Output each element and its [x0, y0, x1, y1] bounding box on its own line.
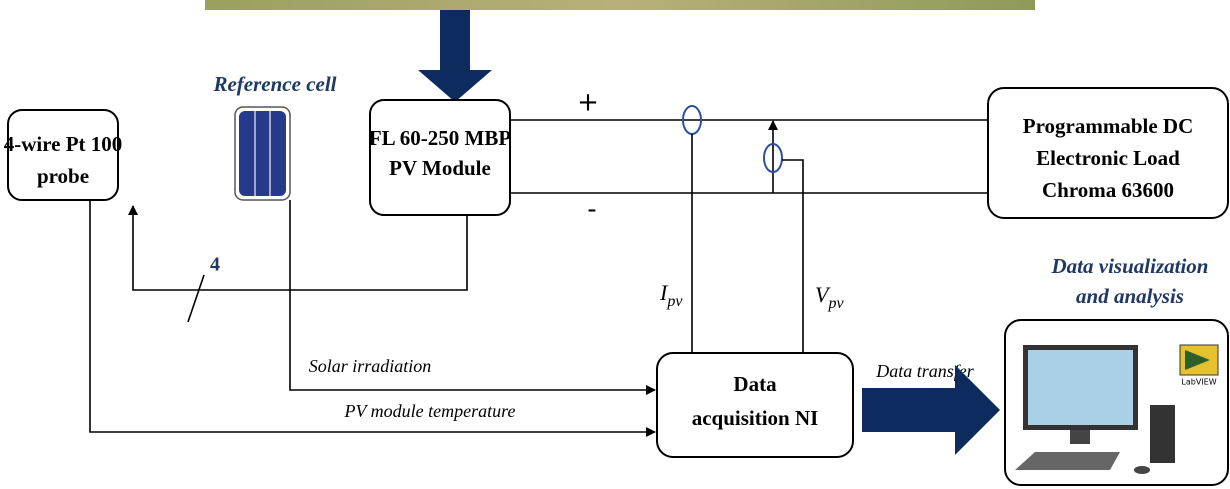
vis-label: and analysis [1076, 284, 1184, 308]
wire [782, 159, 808, 381]
bus-width: 4 [210, 254, 220, 276]
vpv: Vpv [815, 282, 844, 312]
minus: - [587, 195, 596, 225]
wire [128, 205, 468, 291]
reference-cell [234, 106, 291, 201]
daq-text: Data [733, 372, 777, 396]
daq-text: acquisition NI [692, 406, 819, 430]
sun-arrow [418, 10, 492, 102]
transfer-arrow [862, 365, 1000, 455]
probe-box [7, 109, 119, 201]
daq-box [656, 352, 854, 458]
probe-text: probe [37, 164, 89, 188]
load-text: Chroma 63600 [1042, 178, 1174, 202]
pv-text: FL 60-250 MBP [369, 126, 511, 150]
pv-box [369, 99, 511, 216]
voltage-sensor [763, 143, 783, 173]
vis-label: Data visualization [1051, 254, 1209, 278]
load-box [987, 87, 1229, 219]
ipv: Ipv [659, 280, 683, 310]
wire [89, 200, 656, 437]
photo-strip [205, 0, 1035, 10]
wire [289, 200, 656, 395]
load-text: Electronic Load [1036, 146, 1180, 170]
edge-label: Data transfer [875, 361, 975, 381]
load-text: Programmable DC [1023, 114, 1194, 138]
probe-text: 4-wire Pt 100 [4, 132, 123, 156]
pv-text: PV Module [389, 156, 491, 180]
software-label: LabVIEW [1181, 378, 1216, 387]
edge-label: PV module temperature [344, 401, 516, 421]
bus-slash [187, 274, 205, 323]
computer [1015, 344, 1219, 474]
edge-label: Solar irradiation [309, 356, 432, 376]
ref-cell-label: Reference cell [212, 72, 336, 96]
plus: + [577, 88, 599, 118]
